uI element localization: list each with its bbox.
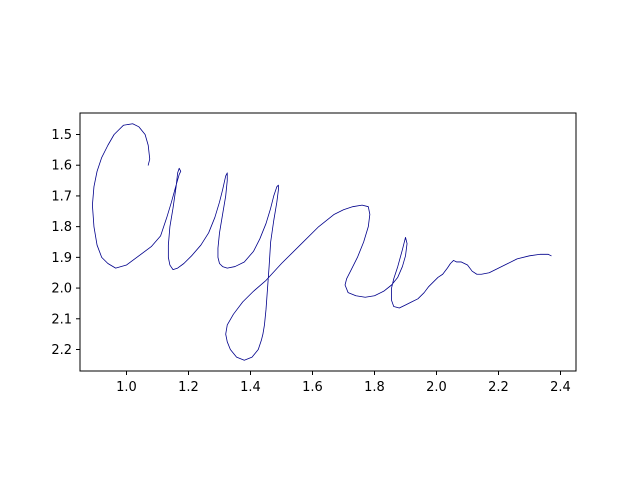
plot-area xyxy=(92,123,552,361)
y-tick-label: 1.8 xyxy=(51,220,72,235)
y-tick-label: 1.5 xyxy=(51,128,72,143)
axes-frame xyxy=(79,112,577,372)
x-tick-label: 1.4 xyxy=(240,380,261,395)
x-tick-label: 1.8 xyxy=(364,380,385,395)
x-tick-label: 2.2 xyxy=(488,380,509,395)
x-tick-label: 1.6 xyxy=(302,380,323,395)
signature-line xyxy=(92,123,552,361)
y-tick-label: 2.0 xyxy=(51,282,72,297)
y-tick-label: 2.1 xyxy=(51,312,72,327)
x-tick-label: 2.4 xyxy=(550,380,571,395)
y-tick-label: 2.2 xyxy=(51,343,72,358)
x-tick-label: 1.2 xyxy=(178,380,199,395)
y-tick-label: 1.7 xyxy=(51,189,72,204)
x-tick-label: 1.0 xyxy=(116,380,137,395)
y-tick-label: 1.9 xyxy=(51,251,72,266)
x-axis: 1.0 1.2 1.4 1.6 1.8 2.0 2.2 2.4 xyxy=(116,371,571,395)
x-tick-label: 2.0 xyxy=(426,380,447,395)
y-axis: 1.5 1.6 1.7 1.8 1.9 2.0 2.1 2.2 xyxy=(51,128,80,358)
y-tick-label: 1.6 xyxy=(51,159,72,174)
